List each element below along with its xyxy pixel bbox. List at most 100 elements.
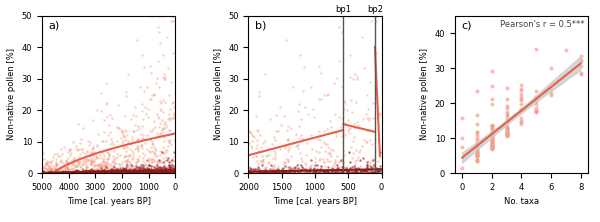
- Point: [70, 168, 79, 172]
- Point: [166, 161, 175, 165]
- Point: [63, 162, 73, 165]
- Point: [268, 169, 277, 172]
- Point: [67, 171, 76, 174]
- Point: [265, 153, 274, 157]
- Point: [137, 167, 146, 171]
- Point: [81, 168, 91, 172]
- Point: [138, 169, 148, 172]
- Point: [110, 162, 119, 166]
- Point: [139, 170, 148, 173]
- Point: [138, 163, 148, 167]
- Point: [167, 171, 176, 175]
- Point: [337, 169, 347, 173]
- Point: [132, 171, 142, 175]
- Point: [105, 171, 115, 174]
- Point: [502, 131, 511, 134]
- Point: [74, 171, 84, 174]
- Point: [50, 170, 59, 174]
- Point: [69, 170, 79, 174]
- Point: [157, 119, 166, 122]
- Point: [53, 171, 63, 174]
- Point: [263, 170, 273, 174]
- Point: [169, 168, 179, 171]
- Point: [155, 107, 165, 111]
- Point: [131, 164, 141, 167]
- Point: [308, 170, 318, 174]
- Point: [85, 171, 94, 174]
- Point: [121, 170, 131, 174]
- Point: [51, 170, 61, 174]
- Point: [38, 171, 48, 174]
- Point: [95, 153, 105, 157]
- Point: [350, 72, 359, 75]
- Y-axis label: Non-native pollen [%]: Non-native pollen [%]: [420, 48, 429, 140]
- Point: [124, 170, 133, 173]
- Point: [128, 113, 137, 116]
- Point: [123, 171, 133, 174]
- Point: [106, 169, 115, 172]
- Point: [47, 167, 56, 171]
- Point: [92, 170, 101, 173]
- Point: [126, 170, 136, 173]
- Point: [151, 169, 160, 172]
- Point: [472, 142, 482, 145]
- X-axis label: Time [cal. years BP]: Time [cal. years BP]: [273, 197, 357, 206]
- Point: [64, 169, 74, 173]
- Point: [296, 168, 306, 172]
- Point: [110, 168, 119, 171]
- Point: [142, 165, 151, 168]
- Point: [112, 125, 122, 129]
- Point: [65, 170, 74, 173]
- Point: [147, 160, 157, 164]
- Point: [148, 157, 158, 161]
- Point: [472, 154, 482, 157]
- Point: [127, 164, 136, 167]
- Point: [44, 171, 53, 174]
- Point: [50, 171, 60, 175]
- Point: [160, 162, 169, 165]
- Point: [268, 143, 277, 146]
- Point: [131, 171, 140, 174]
- Point: [42, 167, 52, 171]
- Y-axis label: Non-native pollen [%]: Non-native pollen [%]: [7, 48, 16, 140]
- Point: [144, 171, 154, 174]
- Point: [80, 171, 90, 174]
- Point: [39, 169, 49, 172]
- Point: [148, 169, 157, 173]
- Point: [122, 155, 132, 158]
- Point: [298, 167, 308, 171]
- Point: [151, 81, 161, 84]
- Point: [133, 137, 143, 141]
- Point: [84, 159, 94, 162]
- Point: [143, 171, 152, 174]
- Point: [355, 150, 364, 154]
- Point: [47, 169, 56, 173]
- Point: [51, 163, 61, 167]
- Point: [98, 171, 107, 174]
- Point: [40, 171, 50, 174]
- Point: [279, 169, 289, 172]
- Point: [88, 170, 97, 173]
- Point: [39, 171, 49, 174]
- Point: [341, 169, 351, 172]
- Point: [60, 164, 70, 167]
- Point: [347, 156, 356, 159]
- Point: [74, 171, 83, 174]
- Point: [108, 169, 118, 172]
- Point: [152, 170, 162, 174]
- Point: [71, 145, 80, 148]
- Point: [51, 162, 61, 166]
- Point: [261, 170, 271, 173]
- Point: [59, 168, 69, 172]
- Point: [330, 168, 340, 172]
- Point: [56, 159, 66, 162]
- Point: [38, 171, 48, 175]
- Point: [158, 171, 168, 174]
- Point: [152, 163, 162, 167]
- Point: [78, 127, 88, 130]
- Point: [274, 170, 284, 173]
- Point: [355, 168, 365, 172]
- Point: [487, 135, 497, 139]
- Point: [74, 171, 84, 174]
- Point: [62, 161, 72, 164]
